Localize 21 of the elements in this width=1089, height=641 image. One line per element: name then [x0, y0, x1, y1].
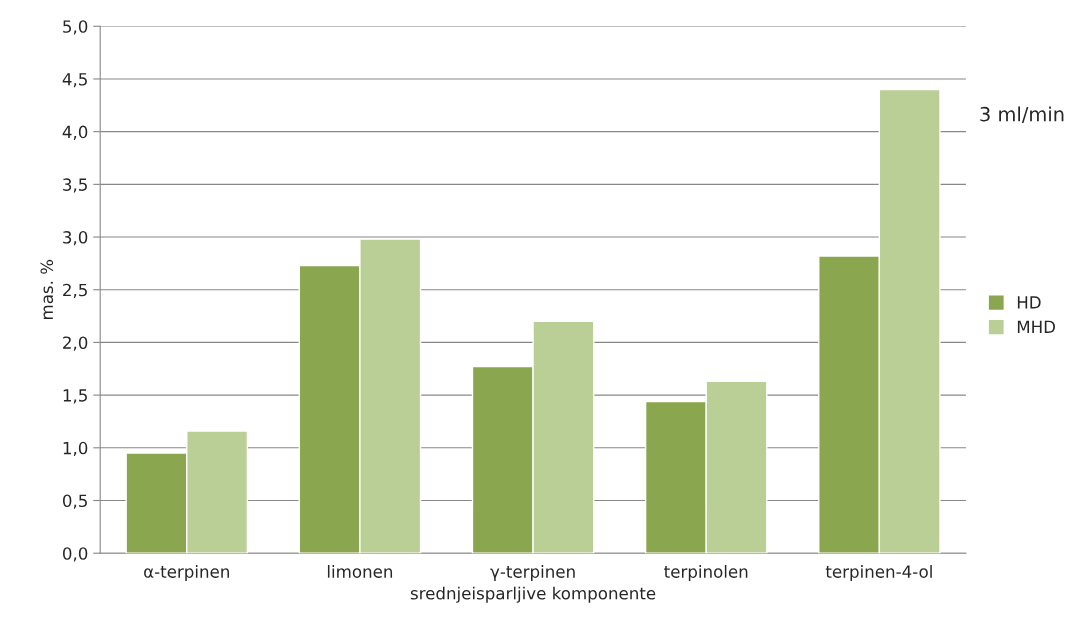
x-tick-label: terpinolen — [664, 564, 748, 582]
y-tick-label: 2,5 — [63, 283, 87, 298]
y-axis-title: mas. % — [40, 259, 54, 319]
y-tick-label: 4,0 — [62, 125, 88, 140]
y-tick-label: 5,0 — [63, 20, 88, 35]
legend-label: MHD — [1017, 320, 1056, 333]
legend-label: HD — [1017, 296, 1041, 309]
x-tick-label: γ-terpinen — [490, 564, 575, 582]
x-tick-label: α-terpinen — [144, 564, 229, 582]
y-tick-label: 0,0 — [62, 547, 88, 562]
y-tick-label: 4,5 — [62, 73, 87, 88]
y-tick-label: 2,0 — [63, 336, 88, 351]
y-tick-label: 3,0 — [63, 231, 88, 246]
x-tick-label: terpinen-4-ol — [825, 564, 932, 582]
x-axis-title: srednjeisparljive komponente — [410, 586, 656, 603]
text: 3 ml/min — [980, 106, 1064, 124]
y-tick-label: 1,0 — [63, 441, 88, 457]
x-tick-label: limonen — [327, 564, 393, 578]
y-tick-label: 3,5 — [63, 178, 87, 193]
y-tick-label: 0,5 — [62, 494, 87, 509]
y-tick-label: 1,5 — [63, 389, 87, 404]
